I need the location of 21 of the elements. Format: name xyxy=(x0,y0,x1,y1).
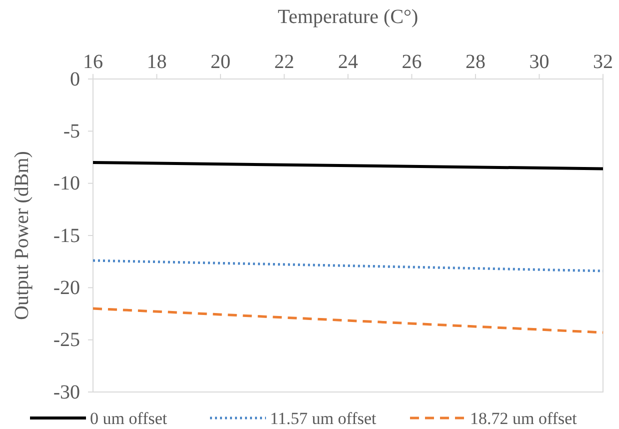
x-tick-label: 22 xyxy=(274,51,294,73)
x-tick-label: 20 xyxy=(210,51,230,73)
y-tick-label: -15 xyxy=(53,224,80,247)
y-tick-label: -30 xyxy=(53,381,80,404)
y-tick-label: -10 xyxy=(53,172,80,195)
x-tick-label: 24 xyxy=(338,51,358,73)
x-axis-title: Temperature (C°) xyxy=(278,6,418,28)
x-tick-label: 30 xyxy=(529,51,550,73)
y-tick-label: -5 xyxy=(63,120,80,143)
x-tick-label: 32 xyxy=(593,51,613,73)
legend-label: 0 um offset xyxy=(90,409,168,428)
legend-label: 18.72 um offset xyxy=(470,409,578,428)
x-tick-label: 18 xyxy=(146,51,167,73)
y-axis-title: Output Power (dBm) xyxy=(11,151,33,320)
legend-label: 11.57 um offset xyxy=(270,409,377,428)
y-tick-label: -25 xyxy=(53,329,80,352)
y-tick-label: 0 xyxy=(70,68,80,90)
x-tick-label: 28 xyxy=(466,51,486,73)
x-tick-label: 16 xyxy=(83,51,103,73)
x-tick-label: 26 xyxy=(402,51,422,73)
y-tick-label: -20 xyxy=(53,277,80,300)
